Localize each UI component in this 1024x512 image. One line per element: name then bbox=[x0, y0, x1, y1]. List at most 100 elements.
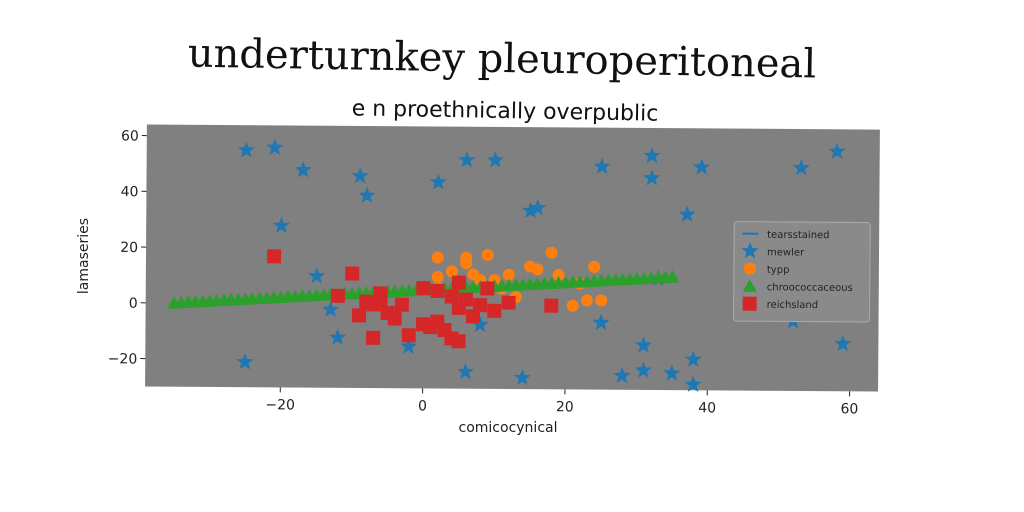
point-mewler-15 bbox=[678, 205, 696, 222]
point-mewler-20 bbox=[329, 328, 347, 345]
legend-marker-4 bbox=[742, 296, 757, 311]
point-mewler-1 bbox=[266, 138, 284, 155]
x-tick-label-0: −20 bbox=[265, 397, 295, 413]
point-typp-14 bbox=[595, 294, 608, 307]
point-mewler-6 bbox=[429, 173, 447, 190]
point-mewler-25 bbox=[592, 313, 610, 331]
legend-label-3: chroococcaceous bbox=[767, 282, 853, 294]
y-tick-label-4: 60 bbox=[121, 128, 139, 144]
point-reichsland-18 bbox=[451, 275, 466, 290]
y-tick-label-1: 0 bbox=[129, 296, 138, 312]
point-mewler-24 bbox=[513, 368, 531, 386]
point-mewler-4 bbox=[358, 186, 376, 204]
point-reichsland-0 bbox=[267, 249, 282, 264]
point-reichsland-8 bbox=[387, 311, 402, 326]
point-mewler-13 bbox=[643, 169, 661, 186]
point-typp-5 bbox=[445, 265, 458, 278]
point-typp-19 bbox=[531, 263, 544, 276]
point-mewler-17 bbox=[828, 142, 846, 159]
point-mewler-33 bbox=[834, 334, 852, 352]
chart-subtitle: e n proethnically overpublic bbox=[351, 96, 658, 126]
point-mewler-9 bbox=[522, 201, 540, 219]
point-typp-11 bbox=[552, 269, 565, 282]
point-chroococcaceous-70 bbox=[665, 269, 680, 283]
point-typp-13 bbox=[580, 294, 593, 307]
plot-background bbox=[145, 124, 880, 392]
point-mewler-2 bbox=[294, 161, 312, 178]
point-reichsland-19 bbox=[458, 292, 473, 307]
point-reichsland-16 bbox=[444, 289, 459, 304]
point-mewler-27 bbox=[634, 336, 653, 353]
y-tick-label-3: 40 bbox=[121, 184, 139, 200]
plot-area: −20 0 20 40 60 −20 0 20 40 60 tearsstained mewler… bbox=[108, 124, 880, 417]
legend-label-0: tearsstained bbox=[767, 230, 829, 241]
point-mewler-26 bbox=[613, 366, 631, 384]
point-reichsland-22 bbox=[480, 281, 495, 296]
point-typp-3 bbox=[460, 257, 473, 270]
point-mewler-18 bbox=[308, 267, 326, 284]
y-tick-label-0: −20 bbox=[108, 351, 138, 367]
point-reichsland-27 bbox=[373, 294, 388, 309]
point-mewler-3 bbox=[351, 167, 369, 184]
point-typp-20 bbox=[588, 260, 601, 273]
point-typp-8 bbox=[502, 268, 515, 281]
x-tick-label-1: 0 bbox=[418, 398, 427, 414]
point-reichsland-21 bbox=[473, 298, 488, 313]
point-mewler-8 bbox=[486, 151, 504, 168]
point-mewler-34 bbox=[236, 353, 254, 370]
legend-label-2: typp bbox=[767, 265, 790, 276]
point-reichsland-24 bbox=[501, 295, 516, 310]
point-reichsland-20 bbox=[465, 309, 480, 324]
point-mewler-0 bbox=[237, 141, 255, 158]
chart-title: underturnkey pleuroperitoneal bbox=[187, 31, 816, 88]
point-mewler-28 bbox=[634, 361, 652, 378]
data-marks bbox=[167, 138, 852, 393]
legend-marker-2 bbox=[743, 262, 756, 275]
point-reichsland-2 bbox=[345, 266, 360, 281]
point-mewler-21 bbox=[400, 337, 418, 354]
point-typp-0 bbox=[431, 251, 444, 264]
legend-label-4: reichsland bbox=[767, 300, 819, 311]
legend-marker-3 bbox=[742, 279, 757, 292]
point-reichsland-29 bbox=[451, 334, 466, 349]
point-reichsland-11 bbox=[416, 280, 431, 296]
point-reichsland-3 bbox=[352, 308, 367, 323]
legend-label-1: mewler bbox=[767, 247, 805, 258]
point-reichsland-1 bbox=[330, 288, 345, 303]
point-mewler-22 bbox=[471, 315, 489, 333]
point-mewler-14 bbox=[693, 158, 711, 175]
x-tick-label-4: 60 bbox=[841, 401, 859, 417]
point-mewler-19 bbox=[322, 300, 340, 317]
point-mewler-29 bbox=[663, 364, 681, 381]
point-typp-4 bbox=[431, 270, 444, 283]
point-typp-2 bbox=[481, 249, 494, 262]
point-mewler-7 bbox=[458, 151, 476, 168]
x-tick-label-2: 20 bbox=[556, 399, 574, 415]
y-tick-label-2: 20 bbox=[120, 240, 138, 256]
point-mewler-31 bbox=[684, 375, 702, 393]
point-typp-15 bbox=[566, 299, 579, 312]
point-typp-10 bbox=[545, 246, 558, 259]
point-reichsland-25 bbox=[544, 298, 559, 313]
point-reichsland-10 bbox=[401, 328, 416, 343]
x-axis-label: comicocynical bbox=[459, 420, 558, 436]
point-reichsland-30 bbox=[430, 283, 445, 298]
y-axis-ticks: −20 0 20 40 60 bbox=[108, 128, 147, 368]
legend: tearsstained mewler typp chroococcaceous rei… bbox=[733, 221, 871, 323]
point-mewler-16 bbox=[792, 159, 810, 176]
x-tick-label-3: 40 bbox=[698, 400, 716, 416]
point-mewler-12 bbox=[643, 146, 661, 164]
x-axis-ticks: −20 0 20 40 60 bbox=[265, 387, 858, 417]
legend-marker-1 bbox=[741, 242, 759, 259]
point-reichsland-9 bbox=[394, 297, 409, 312]
legend-box bbox=[733, 221, 871, 323]
point-mewler-11 bbox=[593, 157, 611, 174]
point-mewler-10 bbox=[529, 198, 547, 216]
y-axis-label: lamaseries bbox=[76, 218, 92, 294]
point-reichsland-26 bbox=[366, 330, 381, 345]
point-mewler-23 bbox=[456, 362, 475, 380]
point-mewler-30 bbox=[684, 350, 702, 367]
point-mewler-5 bbox=[272, 216, 291, 234]
point-reichsland-23 bbox=[487, 303, 502, 318]
